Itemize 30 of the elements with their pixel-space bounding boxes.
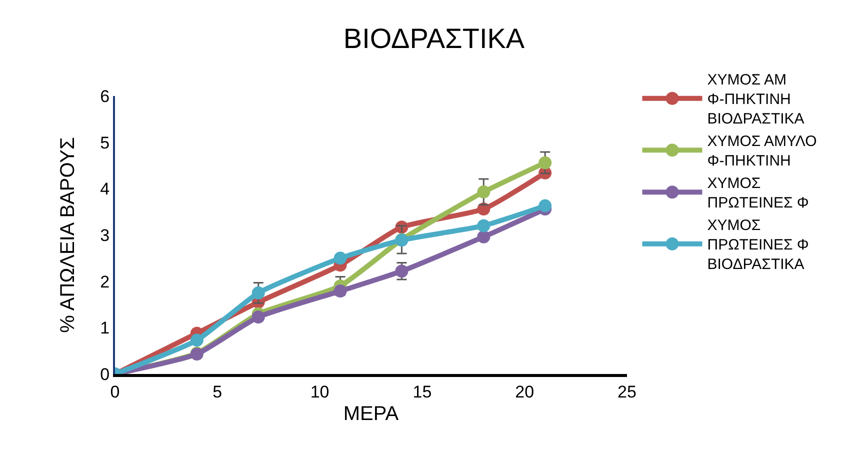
legend-label: ΧΥΜΟΣ ΑΜΥΛΟ Φ-ΠΗΚΤΙΝΗ — [707, 133, 817, 170]
point — [538, 156, 552, 170]
legend-label: ΧΥΜΟΣ ΠΡΩΤΕΙΝΕΣ Φ — [707, 175, 809, 212]
x-tick-label: 5 — [212, 382, 222, 402]
x-tick-label: 25 — [618, 382, 636, 402]
y-tick-label: 5 — [100, 133, 110, 152]
point — [252, 286, 265, 300]
y-tick-label: 1 — [100, 318, 110, 338]
point — [477, 230, 490, 244]
point — [395, 264, 408, 278]
y-tick-label: 2 — [100, 272, 110, 292]
point — [477, 185, 490, 198]
point — [334, 252, 347, 265]
chart-title: ΒΙΟΔΡΑΣΤΙΚΑ — [343, 23, 525, 54]
x-tick-label: 20 — [515, 382, 534, 402]
point — [334, 284, 347, 298]
x-axis-title: ΜΕΡΑ — [343, 402, 400, 425]
point — [477, 219, 490, 232]
x-tick-label: 10 — [310, 382, 330, 402]
legend-label: ΧΥΜΟΣ ΠΡΩΤΕΙΝΕΣ Φ ΒΙΟΔΡΑΣΤΙΚΑ — [707, 217, 809, 274]
point — [190, 334, 204, 347]
point — [538, 199, 552, 212]
y-tick-label: 4 — [100, 180, 110, 199]
y-tick-label: 3 — [100, 226, 110, 245]
point — [252, 310, 265, 324]
y-axis-title: % ΑΠΩΛΕΙΑ ΒΑΡΟΥΣ — [57, 137, 80, 333]
x-tick-label: 15 — [412, 382, 432, 402]
y-tick-label: 0 — [100, 364, 110, 384]
legend-label: ΧΥΜΟΣ ΑΜ Φ-ΠΗΚΤΙΝΗ ΒΙΟΔΡΑΣΤΙΚΑ — [707, 72, 804, 128]
y-tick-label: 6 — [100, 86, 110, 106]
